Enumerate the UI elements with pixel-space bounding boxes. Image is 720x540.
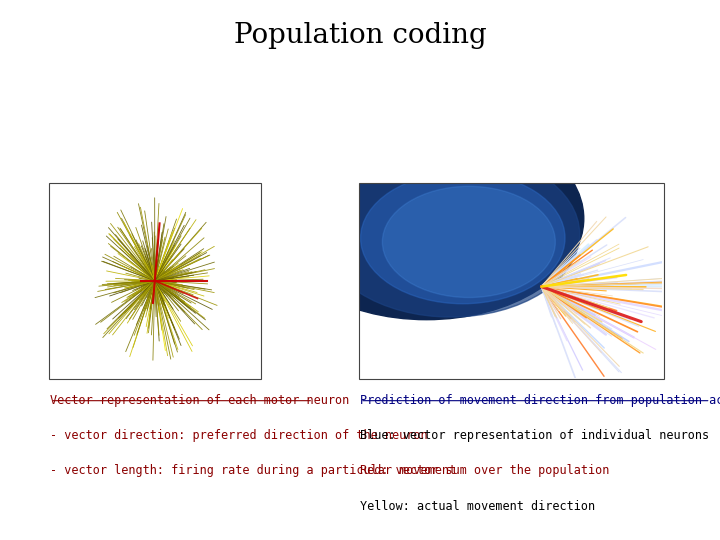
Circle shape bbox=[361, 172, 565, 303]
Circle shape bbox=[382, 186, 555, 298]
Text: - vector direction: preferred direction of the neuron: - vector direction: preferred direction … bbox=[50, 429, 428, 442]
Text: - vector length: firing rate during a particular movement: - vector length: firing rate during a pa… bbox=[50, 464, 456, 477]
Text: Blue: vector representation of individual neurons: Blue: vector representation of individua… bbox=[360, 429, 709, 442]
Circle shape bbox=[269, 118, 584, 320]
Text: Vector representation of each motor neuron: Vector representation of each motor neur… bbox=[50, 394, 350, 407]
Text: Yellow: actual movement direction: Yellow: actual movement direction bbox=[360, 500, 595, 512]
Circle shape bbox=[322, 151, 580, 317]
Text: Population coding: Population coding bbox=[233, 22, 487, 49]
Text: Prediction of movement direction from population activity: Prediction of movement direction from po… bbox=[360, 394, 720, 407]
Text: Red: vector sum over the population: Red: vector sum over the population bbox=[360, 464, 609, 477]
